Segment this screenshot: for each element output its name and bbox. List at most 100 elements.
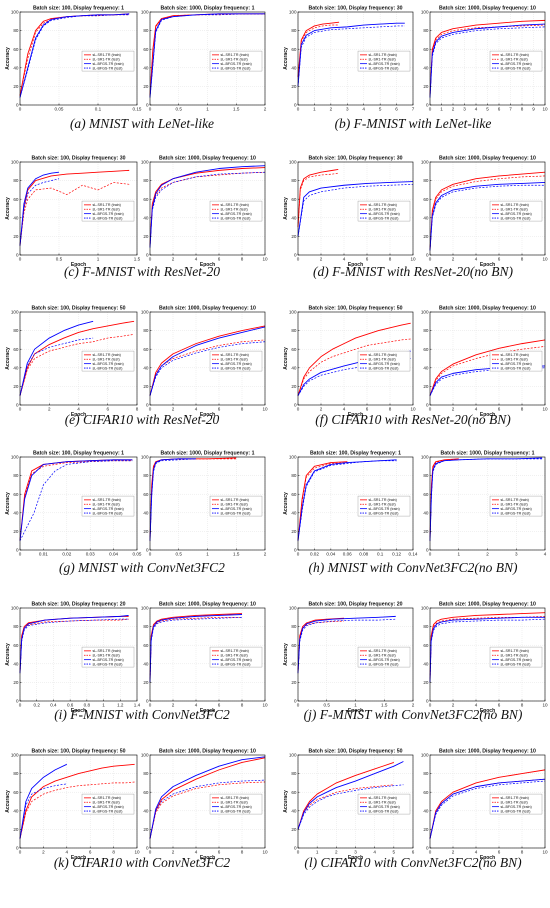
- legend-entry: sL-SR1-TR (test): [501, 208, 528, 212]
- x-tick-label: 10: [262, 257, 268, 262]
- chart-title: Batch size: 100, Display frequency: 50: [309, 749, 403, 755]
- chart-title: Batch size: 100, Display frequency: 30: [309, 156, 403, 162]
- series-line-4: [429, 184, 545, 251]
- y-tick-label: 0: [16, 403, 19, 408]
- series-line-1: [297, 762, 394, 830]
- legend-box: [81, 50, 135, 72]
- y-tick-label: 80: [423, 624, 429, 629]
- x-tick-label: 0.04: [326, 552, 335, 557]
- legend-entry: sL-SR1-TR (test): [369, 58, 396, 62]
- x-tick-label: 0: [429, 107, 432, 112]
- series-line-4: [19, 337, 94, 396]
- chart-panel-l: Batch size: 100, Display frequency: 50 0 2…: [283, 749, 415, 862]
- x-axis-label: Epoch: [480, 412, 495, 418]
- series-line-4: [297, 618, 396, 674]
- y-axis-label: Accuracy: [5, 47, 11, 70]
- legend-entry: sL-SR1-TR (test): [369, 358, 396, 362]
- series-line-3: [297, 22, 405, 87]
- y-tick-label: 100: [11, 606, 19, 611]
- series-line-1: [429, 19, 546, 96]
- y-tick-label: 60: [143, 197, 149, 202]
- x-tick-label: 3: [463, 107, 466, 112]
- y-tick-label: 0: [146, 103, 149, 108]
- x-tick-label: 6: [498, 850, 501, 855]
- chart-panel-d: Batch size: 100, Display frequency: 30 0 2…: [283, 156, 416, 269]
- chart-panel-g: Batch size: 100, Display frequency: 1 0 20…: [5, 451, 142, 557]
- x-tick-label: 0: [429, 257, 432, 262]
- x-tick-label: 0: [19, 703, 22, 708]
- y-tick-label: 100: [141, 455, 149, 460]
- legend-box: [81, 495, 135, 517]
- legend-entry: sL-BFGS-TR (test): [221, 809, 251, 813]
- y-tick-label: 100: [289, 10, 297, 15]
- x-tick-label: 1: [316, 850, 319, 855]
- series-line-4: [149, 341, 266, 396]
- y-tick-label: 80: [291, 28, 297, 33]
- chart-panel-a2: Batch size: 1000, Display frequency: 1 0 2…: [141, 6, 267, 112]
- y-tick-label: 40: [13, 510, 19, 515]
- x-tick-label: 8: [241, 407, 244, 412]
- x-tick-label: 0.05: [55, 107, 64, 112]
- subfigure-caption: (l) CIFAR10 with ConvNet3FC2(no BN): [304, 855, 522, 870]
- chart-panel-f: Batch size: 100, Display frequency: 50 0 2…: [283, 306, 416, 419]
- y-tick-label: 60: [143, 643, 149, 648]
- y-tick-label: 100: [421, 753, 429, 758]
- series-line-2: [149, 616, 242, 683]
- y-tick-label: 60: [423, 197, 429, 202]
- y-tick-label: 20: [291, 827, 297, 832]
- x-tick-label: 10: [262, 407, 268, 412]
- y-tick-label: 80: [423, 473, 429, 478]
- y-tick-label: 40: [13, 661, 19, 666]
- y-tick-label: 20: [143, 680, 149, 685]
- legend-entry: sL-SR1-TR (test): [501, 654, 528, 658]
- y-tick-label: 0: [426, 103, 429, 108]
- x-tick-label: 9: [532, 107, 535, 112]
- y-tick-label: 100: [11, 160, 19, 165]
- y-tick-label: 40: [291, 65, 297, 70]
- y-tick-label: 100: [141, 310, 149, 315]
- series-line-3: [297, 181, 414, 237]
- x-tick-label: 2: [452, 107, 455, 112]
- y-tick-label: 20: [423, 384, 429, 389]
- y-tick-label: 60: [291, 492, 297, 497]
- series-line-4: [19, 178, 60, 246]
- x-tick-label: 8: [241, 850, 244, 855]
- x-tick-label: 10: [134, 850, 140, 855]
- legend-box: [209, 495, 263, 517]
- y-tick-label: 100: [141, 753, 149, 758]
- y-tick-label: 100: [421, 455, 429, 460]
- y-tick-label: 80: [423, 328, 429, 333]
- legend-entry: sL-BFGS-TR (train): [221, 212, 252, 216]
- x-tick-label: 1.5: [134, 257, 141, 262]
- x-tick-label: 2: [172, 407, 175, 412]
- x-tick-label: 10: [262, 703, 268, 708]
- x-axis-label: Epoch: [200, 412, 215, 418]
- x-tick-label: 10: [410, 407, 416, 412]
- y-tick-label: 20: [291, 84, 297, 89]
- legend-entry: sL-BFGS-TR (test): [501, 66, 531, 70]
- series-line-4: [429, 618, 546, 683]
- legend-entry: sL-SR1-TR (train): [501, 203, 529, 207]
- x-tick-label: 0: [429, 703, 432, 708]
- y-tick-label: 40: [143, 808, 149, 813]
- legend-entry: sL-SR1-TR (train): [501, 498, 529, 502]
- y-tick-label: 80: [291, 624, 297, 629]
- series-line-3: [19, 171, 60, 246]
- legend-box: [357, 350, 411, 372]
- legend-box: [489, 350, 543, 372]
- series-line-3: [297, 615, 396, 674]
- legend-entry: sL-BFGS-TR (test): [369, 366, 399, 370]
- legend-box: [489, 646, 543, 668]
- series-line-4: [149, 13, 265, 98]
- y-tick-label: 40: [291, 215, 297, 220]
- legend-box: [357, 200, 411, 222]
- y-tick-label: 0: [294, 253, 297, 258]
- legend-entry: sL-BFGS-TR (test): [369, 511, 399, 515]
- series-line-1: [19, 320, 135, 396]
- y-tick-label: 0: [16, 548, 19, 553]
- series-line-1: [149, 325, 266, 396]
- legend-box: [489, 50, 543, 72]
- y-tick-label: 20: [423, 234, 429, 239]
- x-tick-label: 0.12: [392, 552, 401, 557]
